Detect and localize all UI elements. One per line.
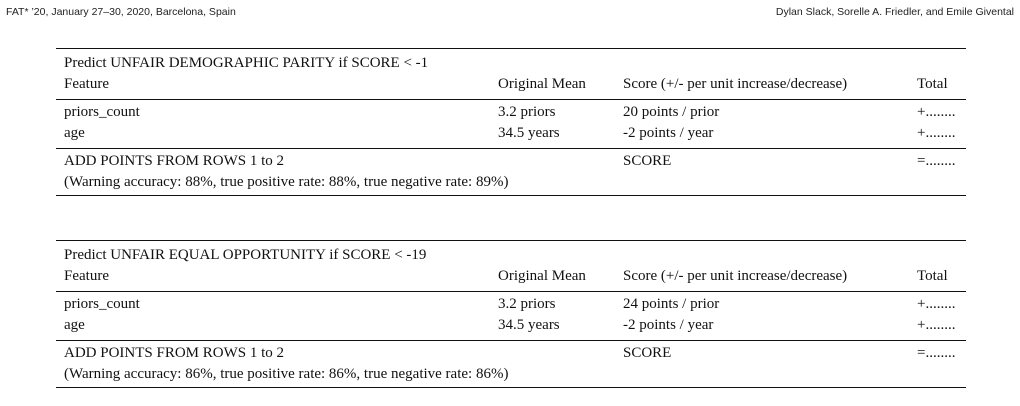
mean-cell: 34.5 years — [498, 317, 560, 333]
table-top-rule — [56, 240, 966, 241]
mean-cell: 34.5 years — [498, 125, 560, 141]
column-header-total: Total — [917, 268, 948, 284]
column-header-feature: Feature — [64, 76, 109, 92]
table-body: priors_count 3.2 priors 20 points / prio… — [56, 100, 966, 148]
table-bottom-rule — [56, 387, 966, 388]
column-header-row: Feature Original Mean Score (+/- per uni… — [56, 75, 966, 96]
table-row: priors_count 3.2 priors 20 points / prio… — [56, 103, 966, 124]
total-cell: +........ — [917, 317, 956, 333]
summary-label: ADD POINTS FROM ROWS 1 to 2 — [64, 345, 285, 361]
total-cell: +........ — [917, 296, 956, 312]
column-header-mean: Original Mean — [498, 76, 586, 92]
column-header-feature: Feature — [64, 268, 109, 284]
table-header: Predict UNFAIR EQUAL OPPORTUNITY if SCOR… — [56, 241, 966, 291]
feature-cell: priors_count — [64, 104, 140, 120]
table-summary: ADD POINTS FROM ROWS 1 to 2 SCORE =.....… — [56, 149, 966, 195]
summary-row: ADD POINTS FROM ROWS 1 to 2 SCORE =.....… — [56, 152, 966, 173]
table-header: Predict UNFAIR DEMOGRAPHIC PARITY if SCO… — [56, 49, 966, 99]
column-header-score: Score (+/- per unit increase/decrease) — [623, 268, 848, 284]
summary-row: ADD POINTS FROM ROWS 1 to 2 SCORE =.....… — [56, 344, 966, 365]
score-cell: -2 points / year — [623, 317, 714, 333]
score-cell: 24 points / prior — [623, 296, 720, 312]
header-rule — [56, 291, 966, 292]
table-row: age 34.5 years -2 points / year +.......… — [56, 124, 966, 145]
summary-total: =........ — [917, 153, 956, 169]
summary-score-label: SCORE — [623, 345, 672, 361]
table-top-rule — [56, 48, 966, 49]
table-summary: ADD POINTS FROM ROWS 1 to 2 SCORE =.....… — [56, 341, 966, 387]
total-cell: +........ — [917, 125, 956, 141]
mean-cell: 3.2 priors — [498, 296, 556, 312]
table-title: Predict UNFAIR EQUAL OPPORTUNITY if SCOR… — [64, 247, 427, 263]
column-header-mean: Original Mean — [498, 268, 586, 284]
table-row: age 34.5 years -2 points / year +.......… — [56, 316, 966, 337]
warning-metrics: (Warning accuracy: 88%, true positive ra… — [64, 174, 509, 190]
feature-cell: age — [64, 125, 85, 141]
table-title: Predict UNFAIR DEMOGRAPHIC PARITY if SCO… — [64, 55, 429, 71]
table-title-row: Predict UNFAIR EQUAL OPPORTUNITY if SCOR… — [56, 246, 966, 267]
score-cell: 20 points / prior — [623, 104, 720, 120]
demographic-parity-score-table: Predict UNFAIR DEMOGRAPHIC PARITY if SCO… — [56, 48, 966, 196]
body-rule — [56, 340, 966, 341]
total-cell: +........ — [917, 104, 956, 120]
summary-score-label: SCORE — [623, 153, 672, 169]
running-head-authors: Dylan Slack, Sorelle A. Friedler, and Em… — [775, 6, 1014, 18]
table-body: priors_count 3.2 priors 24 points / prio… — [56, 292, 966, 340]
table-title-row: Predict UNFAIR DEMOGRAPHIC PARITY if SCO… — [56, 54, 966, 75]
header-rule — [56, 99, 966, 100]
column-header-total: Total — [917, 76, 948, 92]
warning-metrics: (Warning accuracy: 86%, true positive ra… — [64, 366, 509, 382]
table-bottom-rule — [56, 195, 966, 196]
table-row: priors_count 3.2 priors 24 points / prio… — [56, 295, 966, 316]
body-rule — [56, 148, 966, 149]
column-header-row: Feature Original Mean Score (+/- per uni… — [56, 267, 966, 288]
score-cell: -2 points / year — [623, 125, 714, 141]
mean-cell: 3.2 priors — [498, 104, 556, 120]
equal-opportunity-score-table: Predict UNFAIR EQUAL OPPORTUNITY if SCOR… — [56, 240, 966, 388]
summary-label: ADD POINTS FROM ROWS 1 to 2 — [64, 153, 285, 169]
summary-total: =........ — [917, 345, 956, 361]
running-head-venue: FAT* ’20, January 27–30, 2020, Barcelona… — [6, 6, 236, 18]
feature-cell: priors_count — [64, 296, 140, 312]
column-header-score: Score (+/- per unit increase/decrease) — [623, 76, 848, 92]
feature-cell: age — [64, 317, 85, 333]
